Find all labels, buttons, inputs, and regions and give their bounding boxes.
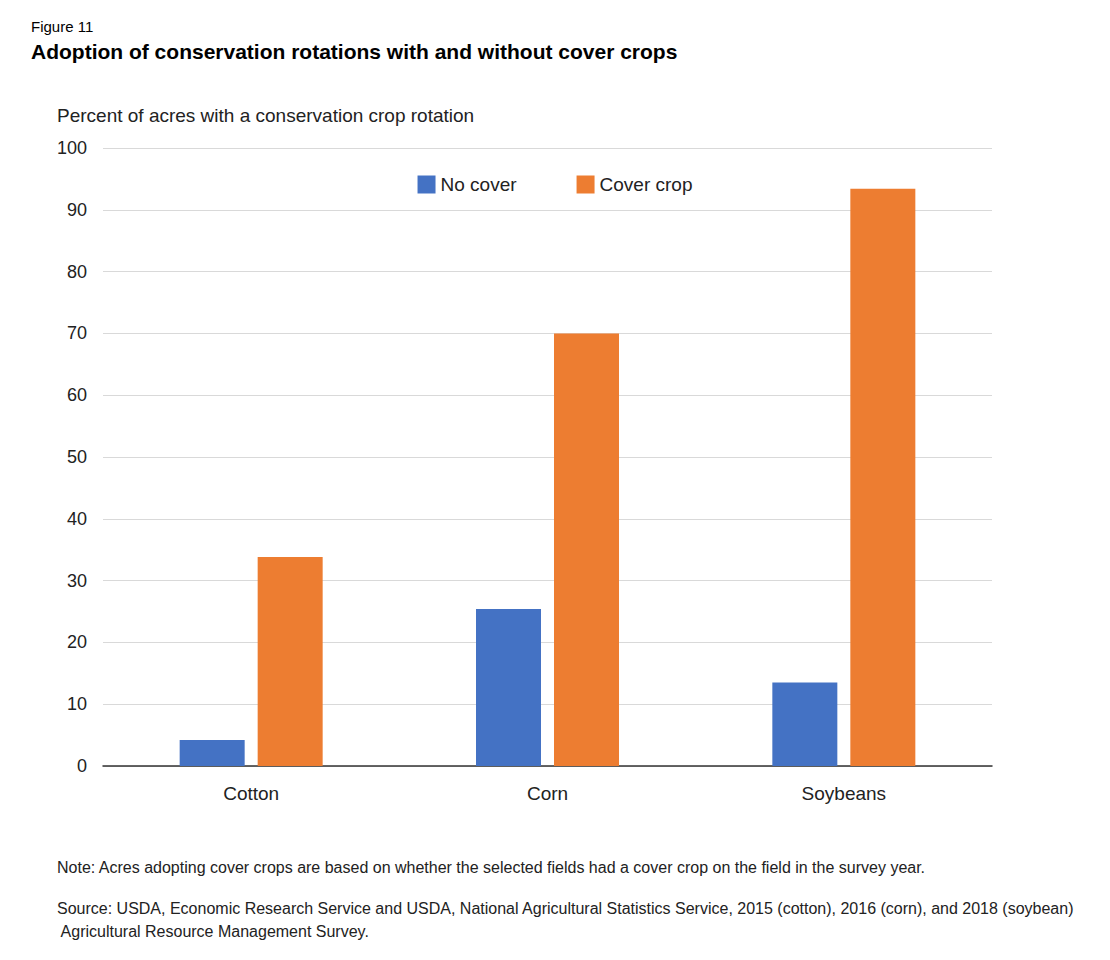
svg-text:50: 50	[67, 447, 87, 467]
svg-text:70: 70	[67, 323, 87, 343]
svg-text:30: 30	[67, 571, 87, 591]
svg-text:Percent of acres with a conser: Percent of acres with a conservation cro…	[57, 105, 474, 126]
svg-text:No cover: No cover	[441, 174, 518, 195]
svg-text:Cotton: Cotton	[223, 783, 279, 804]
svg-text:Agricultural Resource Manageme: Agricultural Resource Management Survey.	[57, 923, 369, 940]
svg-text:100: 100	[57, 138, 87, 158]
svg-text:Cover crop: Cover crop	[600, 174, 693, 195]
svg-text:60: 60	[67, 385, 87, 405]
svg-text:10: 10	[67, 694, 87, 714]
svg-text:Adoption of conservation rotat: Adoption of conservation rotations with …	[31, 40, 677, 63]
svg-text:Source: USDA, Economic Researc: Source: USDA, Economic Research Service …	[57, 900, 1073, 917]
svg-text:90: 90	[67, 200, 87, 220]
svg-text:Soybeans: Soybeans	[802, 783, 887, 804]
svg-text:80: 80	[67, 262, 87, 282]
svg-text:Figure 11: Figure 11	[31, 18, 93, 35]
svg-text:20: 20	[67, 632, 87, 652]
svg-text:0: 0	[77, 756, 87, 776]
svg-text:Corn: Corn	[527, 783, 568, 804]
svg-text:40: 40	[67, 509, 87, 529]
svg-text:Note: Acres adopting cover cro: Note: Acres adopting cover crops are bas…	[57, 859, 925, 876]
